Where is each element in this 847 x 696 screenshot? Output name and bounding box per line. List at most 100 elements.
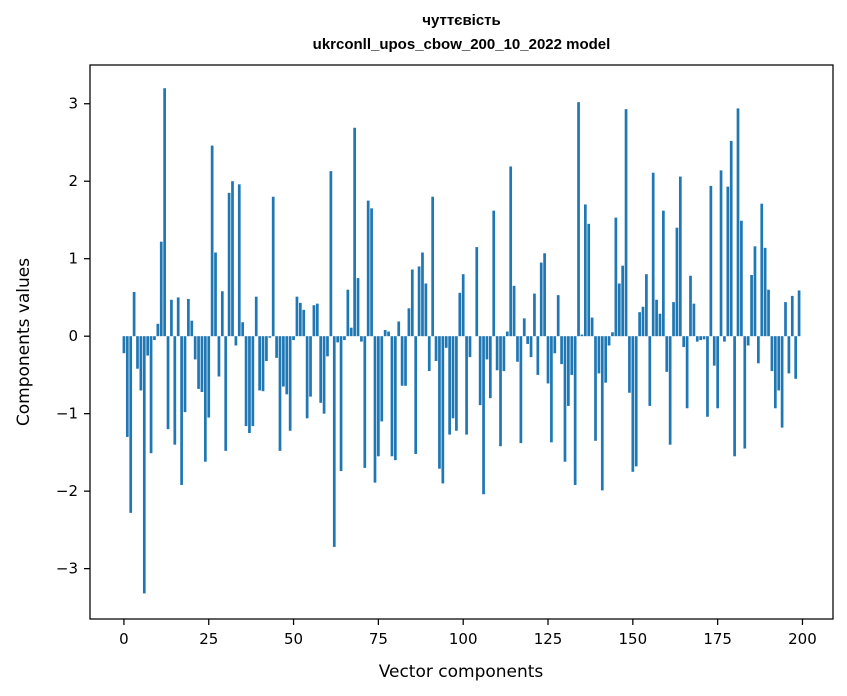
bar-189 — [763, 247, 767, 337]
bar-136 — [583, 204, 587, 337]
x-tick-label: 200 — [788, 630, 817, 648]
y-tick-label: −1 — [56, 405, 78, 423]
bar-110 — [495, 336, 499, 371]
bar-6 — [142, 336, 146, 594]
bar-90 — [427, 336, 431, 372]
bar-39 — [254, 296, 258, 337]
bar-115 — [512, 285, 516, 337]
bar-56 — [312, 305, 316, 337]
bar-82 — [400, 336, 404, 386]
bar-158 — [658, 313, 662, 337]
bar-44 — [271, 196, 275, 337]
bar-107 — [485, 336, 489, 360]
bar-132 — [570, 336, 574, 375]
bar-22 — [197, 336, 200, 389]
bar-43 — [268, 336, 272, 338]
bar-38 — [251, 336, 255, 427]
bar-series — [122, 88, 801, 594]
bar-23 — [200, 336, 204, 392]
bar-111 — [499, 336, 502, 447]
bar-92 — [434, 336, 438, 361]
bar-10 — [156, 323, 160, 337]
bar-63 — [336, 336, 340, 343]
bar-182 — [740, 220, 743, 337]
bar-186 — [753, 246, 757, 337]
bar-83 — [404, 336, 407, 386]
bar-185 — [750, 274, 753, 337]
bar-119 — [526, 336, 530, 344]
bar-102 — [468, 336, 472, 358]
bar-15 — [173, 336, 177, 445]
bar-198 — [794, 336, 798, 379]
bar-21 — [193, 336, 197, 360]
bar-145 — [614, 217, 618, 337]
y-tick-label: 2 — [68, 172, 78, 190]
bar-138 — [590, 317, 594, 337]
bar-87 — [417, 266, 421, 337]
bar-26 — [210, 145, 214, 337]
x-tick-label: 175 — [703, 630, 732, 648]
bar-28 — [217, 336, 221, 377]
bar-161 — [668, 336, 672, 445]
bar-131 — [567, 336, 570, 406]
bar-154 — [645, 274, 648, 337]
bar-86 — [414, 336, 418, 454]
x-tick-label: 150 — [619, 630, 648, 648]
x-tick-label: 50 — [284, 630, 303, 648]
bar-164 — [678, 176, 682, 337]
bar-163 — [675, 227, 679, 337]
bar-177 — [723, 336, 726, 342]
bar-9 — [153, 336, 156, 341]
bar-196 — [787, 336, 791, 374]
bar-193 — [777, 336, 781, 391]
bar-197 — [790, 295, 794, 337]
bar-113 — [505, 331, 509, 337]
bar-58 — [319, 336, 323, 403]
bar-97 — [451, 336, 455, 419]
bar-176 — [719, 170, 723, 337]
bar-99 — [458, 292, 462, 337]
bar-199 — [797, 290, 801, 337]
bar-19 — [187, 299, 190, 337]
bar-130 — [563, 336, 567, 462]
bar-167 — [689, 275, 692, 337]
bar-32 — [231, 181, 234, 337]
y-tick-label: −3 — [56, 560, 78, 578]
bar-79 — [390, 336, 394, 457]
bar-147 — [621, 265, 625, 337]
bar-64 — [339, 336, 343, 472]
bar-121 — [533, 293, 536, 337]
bar-72 — [366, 200, 370, 337]
bar-134 — [577, 102, 580, 337]
bar-118 — [522, 318, 526, 337]
bar-47 — [282, 336, 285, 387]
bar-12 — [163, 88, 166, 337]
bar-52 — [298, 302, 302, 337]
bar-156 — [651, 172, 655, 337]
bar-3 — [132, 292, 136, 337]
bar-150 — [631, 336, 635, 472]
bar-153 — [641, 306, 645, 337]
bar-148 — [624, 109, 628, 337]
bar-66 — [346, 289, 350, 337]
bar-84 — [407, 308, 411, 337]
bar-105 — [478, 336, 482, 406]
bar-11 — [159, 241, 163, 337]
bar-174 — [712, 336, 716, 366]
bar-140 — [597, 336, 601, 374]
bar-149 — [628, 336, 631, 393]
bar-144 — [611, 332, 614, 337]
y-tick-label: 3 — [68, 95, 78, 113]
bar-16 — [176, 297, 180, 337]
y-tick-label: 1 — [68, 250, 78, 268]
bar-65 — [343, 336, 346, 341]
plot-frame — [89, 64, 834, 620]
bar-29 — [220, 291, 224, 337]
bar-48 — [285, 336, 289, 395]
bar-155 — [648, 336, 652, 406]
bar-50 — [292, 336, 295, 341]
bar-172 — [706, 336, 709, 417]
x-tick-label: 100 — [449, 630, 478, 648]
bar-40 — [258, 336, 261, 391]
bar-151 — [634, 336, 638, 467]
